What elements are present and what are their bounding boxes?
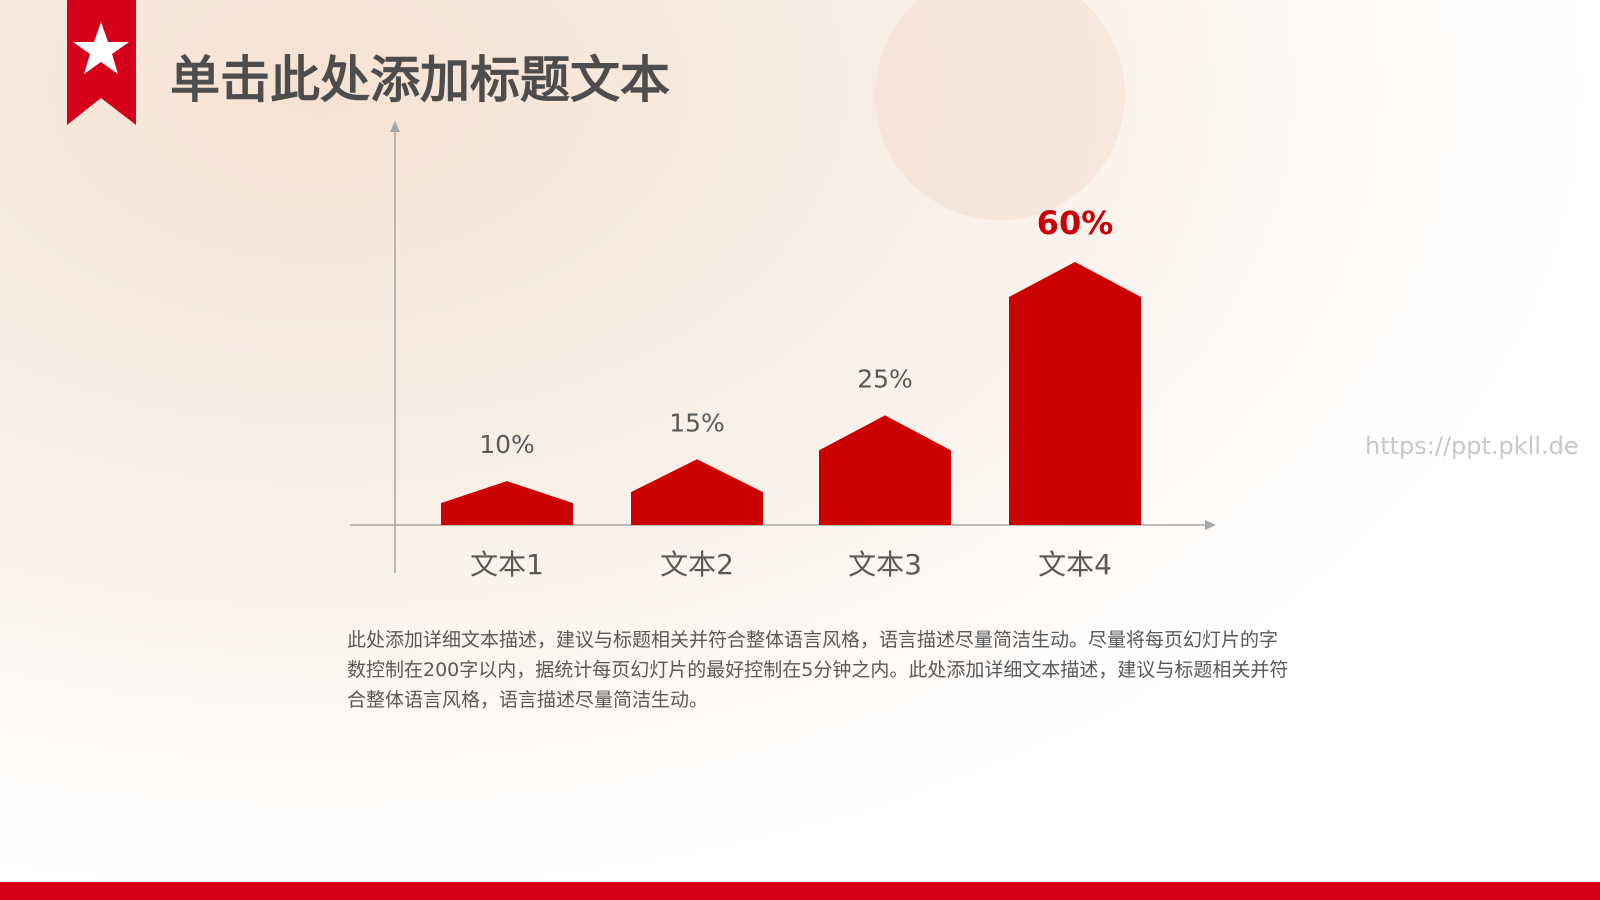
x-axis-arrow [1205,520,1216,530]
emblem-decoration [875,0,1125,220]
watermark: https://ppt.pkll.de [1365,432,1579,460]
x-tick-label: 文本3 [848,548,922,581]
x-tick-label: 文本1 [470,548,544,581]
value-label: 60% [1037,204,1114,242]
value-label: 10% [479,430,535,459]
footer-bar [0,882,1600,900]
description: 此处添加详细文本描述，建议与标题相关并符合整体语言风格，语言描述尽量简洁生动。尽… [347,629,1289,711]
bar [441,481,573,525]
bar [1009,262,1141,525]
ribbon-star [73,22,129,74]
bar [631,459,763,525]
x-tick-label: 文本4 [1038,548,1112,581]
x-tick-label: 文本2 [660,548,734,581]
y-axis-arrow [390,121,400,132]
slide-title: 单击此处添加标题文本 [170,51,670,109]
value-label: 15% [669,408,725,437]
ribbon [67,0,136,125]
bar [819,415,951,525]
value-label: 25% [857,364,913,393]
